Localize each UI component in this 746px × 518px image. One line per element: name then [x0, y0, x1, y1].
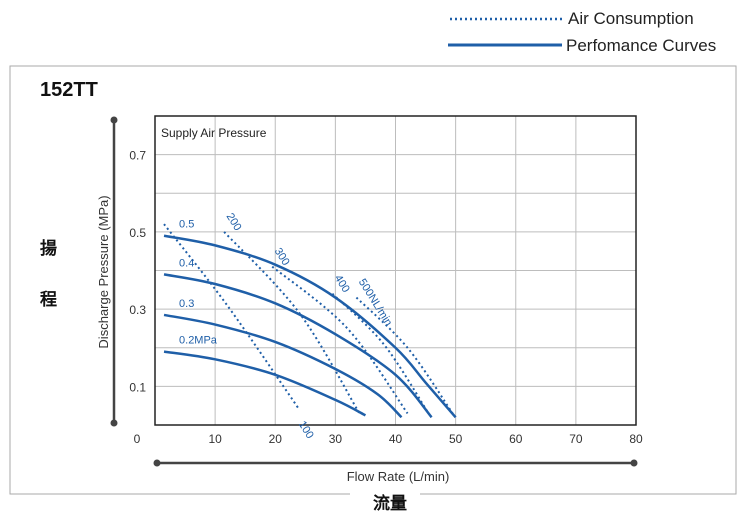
y-tick-label: 0.3 — [129, 303, 146, 317]
legend-performance-curves-label: Perfomance Curves — [566, 36, 716, 55]
y-axis-title: Discharge Pressure (MPa) — [96, 195, 111, 348]
y-tick-label: 0.7 — [129, 149, 146, 163]
performance-curve-label: 0.5 — [179, 219, 194, 231]
y-axis-top-dot — [110, 116, 118, 124]
air-consumption-line — [223, 231, 361, 414]
performance-curve-label: 0.4 — [179, 257, 194, 269]
supply-air-annotation: Supply Air Pressure — [161, 126, 267, 140]
x-tick-label: 50 — [449, 432, 463, 446]
performance-curve-label: 0.3 — [179, 298, 194, 310]
grid — [155, 115, 636, 425]
performance-curve — [163, 313, 403, 419]
x-tick-label: 20 — [269, 432, 283, 446]
x-tick-label: 80 — [629, 432, 643, 446]
x-tick-label: 40 — [389, 432, 403, 446]
air-consumption-line — [355, 296, 454, 414]
bottom-text: 流量 — [373, 493, 407, 514]
x-tick-label: 30 — [329, 432, 343, 446]
x-axis-right-dot — [630, 459, 638, 467]
y-axis-bottom-dot — [110, 419, 118, 427]
performance-curve-label: 0.2MPa — [179, 335, 218, 347]
air-consumption-line — [331, 292, 430, 414]
air-consumption-line — [163, 223, 301, 411]
air-consumption-label: 200 — [224, 211, 244, 233]
performance-curve — [163, 350, 367, 417]
performance-curve — [163, 234, 457, 419]
x-axis-title: Flow Rate (L/min) — [347, 469, 450, 484]
legend-air-consumption-label: Air Consumption — [568, 9, 694, 28]
side-text-1: 揚 — [40, 239, 57, 259]
y-tick-label: 0.5 — [129, 226, 146, 240]
air-consumption-label: 100 — [296, 419, 316, 441]
x-axis-left-dot — [153, 459, 161, 467]
side-text-2: 程 — [40, 290, 57, 310]
outer-frame — [9, 65, 737, 495]
x-tick-label: 60 — [509, 432, 523, 446]
performance-curve — [163, 273, 433, 419]
y-tick-label: 0.1 — [129, 380, 146, 394]
frame-gap — [350, 488, 420, 502]
x-tick-label: 0 — [134, 432, 141, 446]
x-tick-label: 10 — [208, 432, 222, 446]
y-tick-labels: 0.1 0.3 0.5 0.7 — [129, 149, 146, 395]
legend: Air Consumption Perfomance Curves — [448, 9, 716, 55]
x-tick-label: 70 — [569, 432, 583, 446]
air-consumption-label: 400 — [332, 273, 352, 295]
x-tick-labels: 0 10 20 30 40 50 60 70 80 — [134, 432, 643, 446]
plot-frame — [154, 115, 637, 426]
model-title: 152TT — [40, 79, 98, 101]
air-consumption-label: 500NL/min — [356, 277, 394, 328]
